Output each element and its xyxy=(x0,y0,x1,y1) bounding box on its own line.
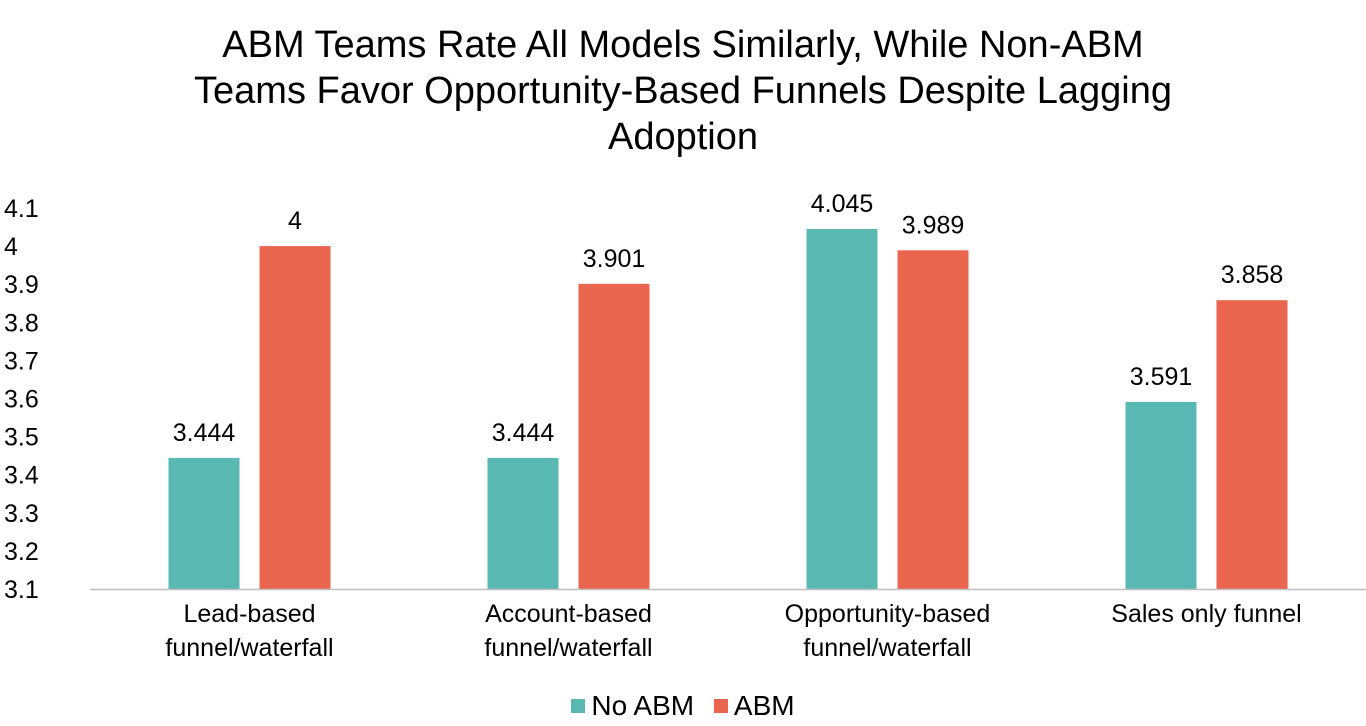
chart-title: ABM Teams Rate All Models Similarly, Whi… xyxy=(0,22,1366,160)
x-category-label: Lead-based xyxy=(183,600,315,628)
x-category-label: Opportunity-based xyxy=(785,600,991,628)
y-tick-label: 3.4 xyxy=(4,462,39,490)
y-tick-label: 3.1 xyxy=(4,576,39,604)
chart-title-line-2: Teams Favor Opportunity-Based Funnels De… xyxy=(194,70,1172,112)
y-tick-label: 4 xyxy=(4,233,18,261)
bar-no-abm xyxy=(1125,401,1197,589)
y-tick-label: 3.2 xyxy=(4,538,39,566)
y-tick-label: 4.1 xyxy=(4,195,39,223)
bar-no-abm xyxy=(168,457,240,589)
bar-data-labels: 3.444 4 3.444 3.901 4.045 3.989 3.591 3.858 xyxy=(173,190,1284,447)
bar-no-abm xyxy=(806,228,878,589)
bar-data-label: 3.858 xyxy=(1221,261,1284,289)
legend-label-abm: ABM xyxy=(733,690,795,721)
bars xyxy=(168,228,1288,589)
bar-data-label: 3.591 xyxy=(1130,363,1193,391)
bar-data-label: 3.444 xyxy=(173,419,236,447)
legend-item-abm: ABM xyxy=(713,688,795,724)
y-tick-label: 3.8 xyxy=(4,309,39,337)
y-tick-label: 3.5 xyxy=(4,424,39,452)
bar-data-label: 3.901 xyxy=(583,245,646,273)
x-category-label: funnel/waterfall xyxy=(165,634,333,662)
y-tick-label: 3.7 xyxy=(4,347,39,375)
y-axis-ticks: 3.1 3.2 3.3 3.4 3.5 3.6 3.7 3.8 3.9 4 4.1 xyxy=(4,195,39,604)
bar-data-label: 4 xyxy=(288,207,302,235)
bar-abm xyxy=(259,246,331,589)
bar-data-label: 4.045 xyxy=(811,190,874,218)
x-category-label: Sales only funnel xyxy=(1111,600,1301,628)
y-tick-label: 3.3 xyxy=(4,500,39,528)
bar-abm xyxy=(578,283,650,589)
legend: No ABM ABM xyxy=(0,686,1366,724)
x-category-label: funnel/waterfall xyxy=(484,634,652,662)
chart-title-line-3: Adoption xyxy=(607,116,758,158)
legend-item-no-abm: No ABM xyxy=(571,688,694,724)
bar-data-label: 3.444 xyxy=(492,419,555,447)
x-category-label: Account-based xyxy=(485,600,652,628)
legend-swatch-no-abm xyxy=(571,699,586,713)
y-tick-label: 3.6 xyxy=(4,386,39,414)
legend-label-no-abm: No ABM xyxy=(591,690,695,721)
x-axis-category-labels: Lead-based funnel/waterfall Account-based f… xyxy=(165,600,1301,662)
chart-title-line-1: ABM Teams Rate All Models Similarly, Whi… xyxy=(222,24,1144,66)
y-tick-label: 3.9 xyxy=(4,271,39,299)
bar-data-label: 3.989 xyxy=(902,211,965,239)
bar-no-abm xyxy=(487,457,559,589)
legend-swatch-abm xyxy=(713,699,728,713)
bar-abm xyxy=(897,250,969,589)
bar-abm xyxy=(1216,300,1288,589)
x-category-label: funnel/waterfall xyxy=(803,634,971,662)
